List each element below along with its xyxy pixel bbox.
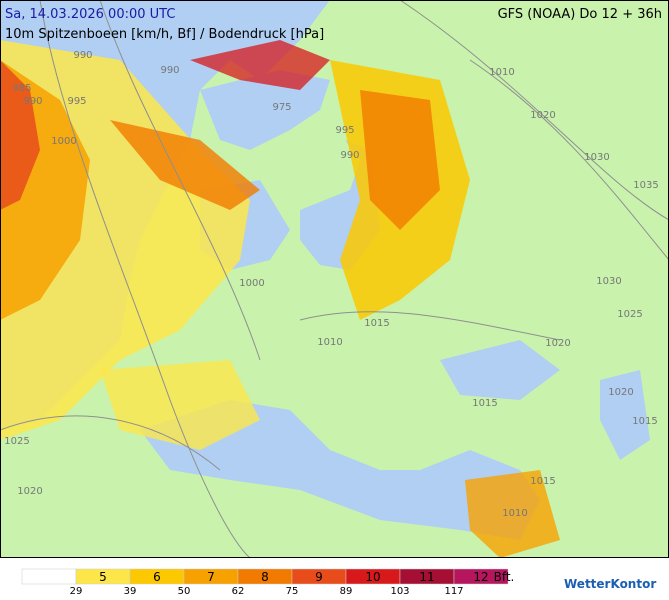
legend-kmh: 89	[340, 586, 353, 597]
mediterranean	[140, 400, 540, 540]
wind-field	[360, 90, 440, 230]
legend-bft: 7	[207, 570, 215, 584]
isobar-label: 1035	[633, 180, 658, 191]
isobar-label: 1020	[545, 338, 570, 349]
legend-bft: 9	[315, 570, 323, 584]
isobar-label: 1025	[4, 436, 29, 447]
isobar-label: 1020	[530, 110, 555, 121]
isobar-label: 1010	[489, 67, 514, 78]
legend-bft: 11	[419, 570, 434, 584]
legend-kmh: 50	[178, 586, 191, 597]
isobar-label: 1030	[584, 152, 609, 163]
isobar-label: 1030	[596, 276, 621, 287]
isobar-label: 1015	[472, 398, 497, 409]
legend-bft: 5	[99, 570, 107, 584]
isobar-label: 975	[272, 102, 291, 113]
wind-field	[0, 60, 40, 210]
isobar-label: 1000	[239, 278, 264, 289]
map-area	[0, 0, 669, 559]
isobar-label: 1020	[608, 387, 633, 398]
legend-unit: Bft.	[494, 570, 515, 584]
legend-kmh: 103	[390, 586, 409, 597]
legend-kmh: 117	[444, 586, 463, 597]
wind-field	[110, 120, 260, 210]
wind-field	[465, 470, 560, 558]
legend-bft: 8	[261, 570, 269, 584]
legend-bft: 6	[153, 570, 161, 584]
isobar-label: 1025	[617, 309, 642, 320]
isobar-label: 1015	[632, 416, 657, 427]
legend-bft: 10	[365, 570, 380, 584]
isobars	[0, 0, 669, 559]
legend-swatch	[453, 568, 509, 585]
isobar-label: 990	[73, 50, 92, 61]
isobar-label: 995	[67, 96, 86, 107]
isobar-label: 990	[23, 96, 42, 107]
legend-kmh: 75	[286, 586, 299, 597]
isobar-labels: 990 990 985 990 995 975 1000 995 990 1010 1020 1030…	[4, 50, 658, 519]
legend-kmh: 29	[70, 586, 83, 597]
isobar-label: 995	[335, 125, 354, 136]
norwegian-sea	[200, 70, 330, 150]
isobar-label: 1000	[51, 136, 76, 147]
legend-bft: 12	[473, 570, 488, 584]
isobar-label: 1015	[364, 318, 389, 329]
isobar-label: 1020	[17, 486, 42, 497]
caspian-sea	[600, 370, 650, 460]
isobar-label: 985	[12, 83, 31, 94]
wind-field	[100, 360, 260, 450]
isobar-label: 1015	[530, 476, 555, 487]
model-run: GFS (NOAA) Do 12 + 36h	[498, 7, 662, 22]
map-title: Sa, 14.03.2026 00:00 UTC	[5, 7, 175, 22]
isobar-label: 1010	[502, 508, 527, 519]
legend-kmh: 39	[124, 586, 137, 597]
legend-swatch	[21, 568, 77, 585]
isobar-label: 990	[160, 65, 179, 76]
wind-field	[190, 40, 330, 90]
legend-kmh: 62	[232, 586, 245, 597]
map-subtitle: 10m Spitzenboeen [km/h, Bf] / Bodendruck…	[5, 27, 324, 42]
logo: WetterKontor	[564, 577, 656, 591]
black-sea	[440, 340, 560, 400]
isobar-label: 990	[340, 150, 359, 161]
isobar-label: 1010	[317, 337, 342, 348]
